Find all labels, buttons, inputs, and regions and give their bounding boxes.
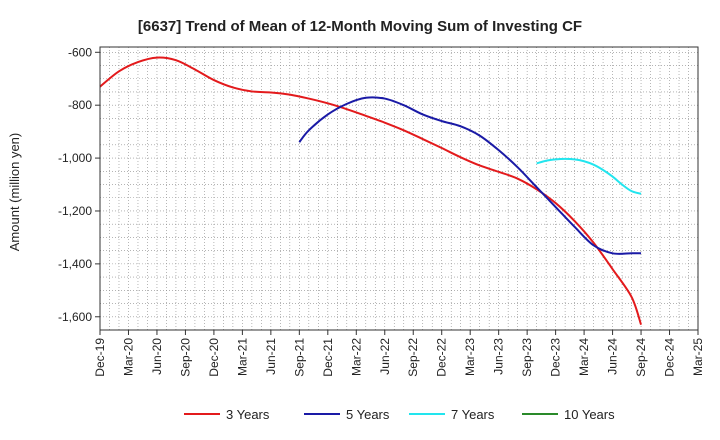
x-ticks: Dec-19 Mar-20 Jun-20 Sep-20 Dec-20 Mar-21 Jun-…	[93, 330, 705, 377]
legend: 3 Years 5 Years 7 Years 10 Years	[184, 407, 615, 422]
series-layer	[99, 56, 643, 326]
y-tick-label: -1,200	[58, 204, 92, 218]
x-tick-label: Mar-24	[577, 338, 591, 376]
legend-label: 3 Years	[226, 407, 270, 422]
x-tick-label: Sep-21	[292, 338, 306, 377]
x-tick-label: Jun-21	[264, 338, 278, 375]
y-axis-label: Amount (million yen)	[7, 133, 22, 252]
legend-label: 5 Years	[346, 407, 390, 422]
x-tick-label: Jun-24	[606, 338, 620, 375]
x-tick-label: Dec-20	[207, 338, 221, 377]
x-tick-label: Dec-22	[435, 338, 449, 377]
y-tick-label: -1,400	[58, 257, 92, 271]
legend-label: 10 Years	[564, 407, 615, 422]
x-tick-label: Jun-20	[150, 338, 164, 375]
series-line-7-years	[536, 157, 642, 195]
y-ticks: -600 -800 -1,000 -1,200 -1,400 -1,600	[58, 45, 100, 324]
y-tick-label: -600	[68, 45, 92, 59]
x-tick-label: Dec-19	[93, 338, 107, 377]
x-tick-label: Jun-23	[492, 338, 506, 375]
plot-frame	[99, 46, 699, 331]
grid-lines	[99, 47, 699, 331]
legend-label: 7 Years	[451, 407, 495, 422]
x-tick-label: Mar-20	[121, 338, 135, 376]
chart-title: [6637] Trend of Mean of 12-Month Moving …	[138, 18, 582, 35]
x-tick-label: Dec-24	[663, 338, 677, 377]
series-line-5-years	[298, 96, 642, 255]
x-tick-label: Dec-21	[321, 338, 335, 377]
x-tick-label: Sep-20	[178, 338, 192, 377]
x-tick-label: Sep-22	[406, 338, 420, 377]
y-tick-label: -1,000	[58, 151, 92, 165]
y-tick-label: -800	[68, 98, 92, 112]
x-tick-label: Mar-23	[463, 338, 477, 376]
x-tick-label: Dec-23	[549, 338, 563, 377]
x-tick-label: Mar-22	[349, 338, 363, 376]
x-tick-label: Sep-23	[520, 338, 534, 377]
series-line-3-years	[99, 56, 643, 326]
x-tick-label: Mar-25	[691, 338, 705, 376]
x-tick-label: Mar-21	[235, 338, 249, 376]
x-tick-label: Jun-22	[378, 338, 392, 375]
y-tick-label: -1,600	[58, 310, 92, 324]
x-tick-label: Sep-24	[634, 338, 648, 377]
